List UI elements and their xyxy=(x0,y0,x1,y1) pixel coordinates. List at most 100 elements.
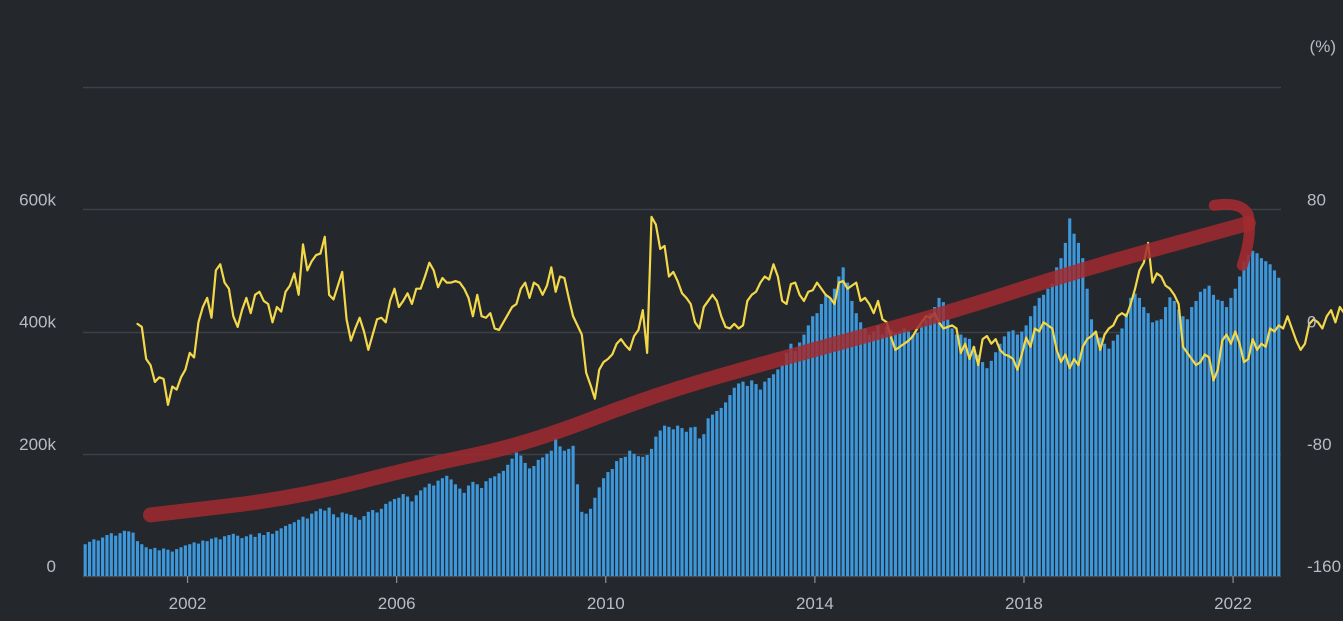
bar xyxy=(702,434,706,576)
bar xyxy=(323,510,327,576)
bar xyxy=(1259,258,1263,576)
bar xyxy=(1103,343,1107,576)
bar xyxy=(101,537,105,576)
bar xyxy=(1081,258,1085,576)
bar xyxy=(580,511,584,576)
bar xyxy=(353,517,357,576)
bar xyxy=(314,511,318,576)
bar xyxy=(236,535,240,576)
bar xyxy=(340,512,344,576)
bar xyxy=(671,429,675,576)
bar xyxy=(1007,331,1011,576)
bar xyxy=(1055,267,1059,576)
bar xyxy=(771,374,776,576)
bar xyxy=(567,448,571,576)
bar xyxy=(344,513,349,576)
bar xyxy=(188,544,192,576)
bar xyxy=(144,547,148,576)
bar xyxy=(933,307,937,576)
bar xyxy=(249,534,253,576)
bar xyxy=(1207,285,1211,576)
bar xyxy=(1024,325,1028,576)
bar xyxy=(366,511,370,576)
bar xyxy=(632,453,636,576)
bar xyxy=(1198,291,1202,576)
bar xyxy=(706,418,710,576)
bar xyxy=(824,294,828,576)
bar xyxy=(710,414,715,576)
bar xyxy=(954,334,959,576)
bar xyxy=(1107,348,1111,576)
bar xyxy=(889,330,893,576)
bar xyxy=(767,377,771,576)
bar xyxy=(231,533,235,576)
line-series xyxy=(136,215,1343,406)
x-tick-label: 2002 xyxy=(169,594,207,613)
y-right-tick-label: -160 xyxy=(1307,557,1341,576)
bar xyxy=(405,496,410,576)
bar xyxy=(1172,300,1176,576)
bar xyxy=(1277,277,1281,576)
bar xyxy=(641,456,645,576)
bar xyxy=(179,547,183,576)
bar xyxy=(911,334,915,576)
bar xyxy=(554,438,558,576)
bar xyxy=(941,302,945,576)
bar xyxy=(667,426,671,576)
bar xyxy=(658,430,662,576)
bar xyxy=(545,453,549,576)
bar xyxy=(1268,264,1272,576)
bar xyxy=(789,343,793,576)
bar xyxy=(1185,319,1189,576)
bar xyxy=(1246,255,1250,576)
bar xyxy=(1233,288,1237,576)
bar xyxy=(223,536,227,576)
bar xyxy=(1085,288,1089,576)
bar xyxy=(1020,331,1024,576)
bar xyxy=(597,487,601,576)
bar xyxy=(1168,297,1172,576)
bar xyxy=(715,410,719,576)
bar xyxy=(854,313,858,576)
bar xyxy=(1264,261,1268,576)
bar xyxy=(602,478,606,576)
bar xyxy=(183,545,187,576)
bar xyxy=(284,525,288,576)
bar xyxy=(802,334,806,576)
bar xyxy=(1068,218,1072,577)
bar xyxy=(859,322,863,576)
bar xyxy=(1116,334,1120,576)
bar xyxy=(1094,331,1098,576)
bar xyxy=(850,300,854,576)
bar xyxy=(466,485,471,576)
bar xyxy=(1076,242,1080,576)
bar xyxy=(1063,242,1067,576)
bar xyxy=(1255,253,1259,576)
bar xyxy=(541,457,545,576)
bar xyxy=(967,338,972,576)
bar xyxy=(253,536,257,576)
bar xyxy=(1089,319,1094,576)
bar xyxy=(114,535,118,576)
bar xyxy=(301,516,305,576)
bar xyxy=(227,535,231,576)
bar xyxy=(636,456,641,576)
bar xyxy=(397,497,401,576)
bar xyxy=(305,518,309,576)
bar xyxy=(571,445,575,576)
bar xyxy=(135,541,140,576)
bar xyxy=(758,389,762,576)
bar xyxy=(131,532,135,576)
bar xyxy=(205,541,209,576)
bar xyxy=(584,513,588,576)
bar xyxy=(1124,313,1128,576)
x-tick-label: 2010 xyxy=(587,594,625,613)
y-right-tick-label: -80 xyxy=(1307,435,1332,454)
bar xyxy=(87,541,92,576)
axes: (%) 0 200k 400k 600k -160 -80 0 80 2002 2006 2010 2… xyxy=(19,37,1341,613)
x-tick-label: 2006 xyxy=(378,594,416,613)
bar xyxy=(872,331,876,576)
bar xyxy=(331,514,336,576)
bar xyxy=(1211,294,1216,576)
